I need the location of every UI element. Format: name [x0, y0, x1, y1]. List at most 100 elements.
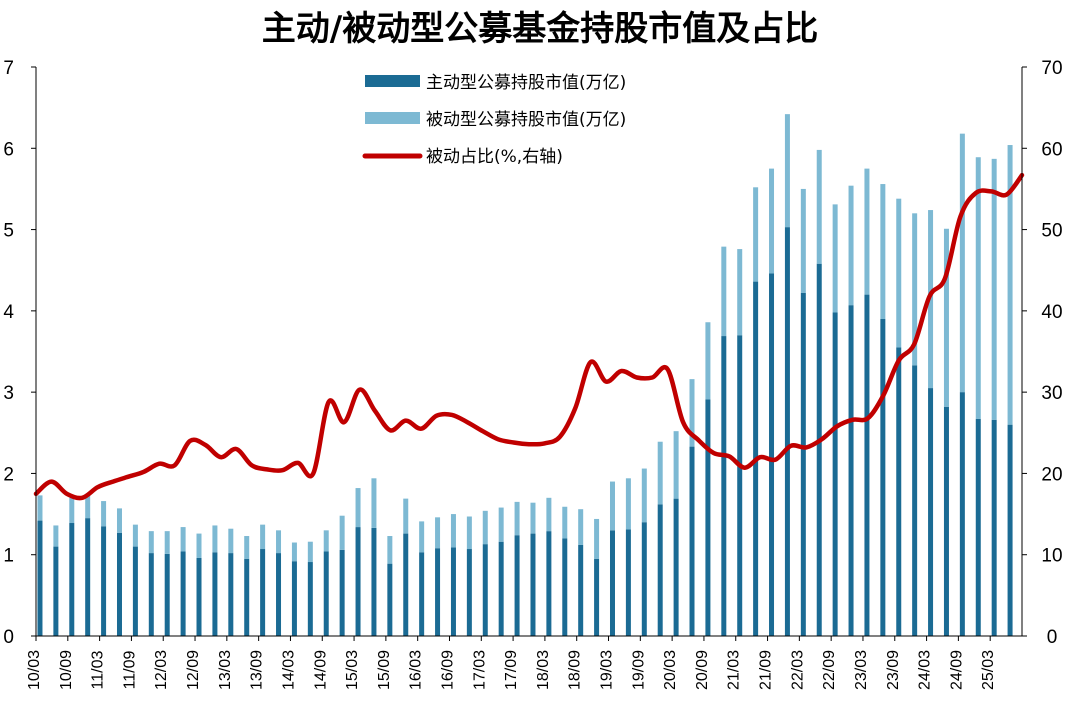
x-tick-label: 15/03 — [344, 650, 361, 690]
x-tick-label: 25/03 — [980, 650, 997, 690]
bar-passive — [291, 542, 297, 562]
bar-active — [880, 318, 886, 636]
ratio-line — [33, 172, 1025, 501]
x-tick-label: 21/09 — [758, 650, 775, 690]
bar-active — [848, 305, 854, 636]
bar-active — [435, 548, 441, 636]
x-tick-label: 11/09 — [121, 650, 138, 689]
bar-active — [307, 562, 313, 636]
bar-passive — [880, 184, 886, 319]
bar-active — [148, 553, 154, 636]
bar-passive — [832, 204, 838, 313]
bar-active — [132, 546, 138, 636]
bar-passive — [419, 521, 425, 553]
left-tick-label: 5 — [3, 221, 14, 242]
bar-active — [323, 551, 329, 636]
bar-active — [419, 552, 425, 636]
x-tick-label: 20/09 — [694, 650, 711, 690]
bar-series-group — [37, 114, 1013, 636]
bar-active — [609, 530, 615, 636]
bar-passive — [387, 536, 393, 564]
bar-passive — [609, 481, 615, 531]
bar-active — [928, 388, 934, 636]
bar-active — [546, 531, 552, 636]
bar-passive — [673, 431, 679, 499]
bar-active — [37, 520, 43, 636]
legend-label-ratio: 被动占比(%,右轴) — [426, 147, 563, 167]
bar-active — [594, 558, 600, 636]
legend-swatch-active — [365, 75, 420, 87]
x-tick-label: 18/03 — [535, 650, 552, 690]
bar-passive — [180, 527, 186, 552]
bar-passive — [132, 524, 138, 547]
bar-active — [530, 533, 536, 636]
bar-active — [769, 273, 775, 636]
bar-passive — [450, 514, 456, 548]
bar-passive — [498, 507, 504, 542]
bar-active — [101, 526, 107, 636]
right-tick-label: 30 — [1041, 383, 1062, 404]
x-axis-ticks: 10/03 10/09 11/03 11/09 12/03 12/09 13/03 13/09… — [26, 636, 997, 690]
bar-passive — [355, 488, 361, 528]
right-axis-ticks: 0 10 20 30 40 50 60 70 — [1022, 58, 1063, 648]
left-axis-ticks: 0 1 2 3 4 5 6 7 — [3, 58, 36, 648]
bar-passive — [975, 157, 981, 419]
bar-passive — [578, 509, 584, 545]
right-tick-label: 50 — [1041, 221, 1062, 242]
x-tick-label: 16/03 — [408, 650, 425, 690]
bar-active — [673, 498, 679, 636]
bar-passive — [53, 525, 59, 547]
bar-active — [276, 553, 282, 636]
bar-passive — [991, 158, 997, 420]
left-tick-label: 1 — [3, 546, 14, 567]
left-tick-label: 2 — [3, 464, 14, 485]
bar-active — [896, 347, 902, 636]
bar-passive — [689, 379, 695, 447]
bar-active — [721, 336, 727, 636]
bar-active — [975, 418, 981, 636]
bar-passive — [753, 187, 759, 282]
bar-passive — [546, 497, 552, 532]
bar-passive — [196, 533, 202, 558]
bar-active — [959, 392, 965, 636]
bar-active — [912, 365, 918, 636]
bar-passive — [164, 531, 170, 554]
bar-active — [784, 227, 790, 636]
bar-active — [737, 335, 743, 636]
bar-active — [514, 535, 520, 636]
bar-active — [244, 558, 250, 636]
x-tick-label: 19/09 — [630, 650, 647, 690]
bar-passive — [562, 506, 568, 539]
x-tick-label: 14/03 — [280, 650, 297, 690]
bar-passive — [260, 524, 266, 550]
right-tick-label: 0 — [1047, 627, 1058, 648]
bar-active — [260, 549, 266, 636]
bar-active — [403, 533, 409, 636]
left-tick-label: 7 — [3, 58, 14, 79]
bar-active — [339, 549, 345, 636]
bar-active — [991, 419, 997, 636]
bar-passive — [244, 536, 250, 559]
bar-active — [689, 446, 695, 636]
x-tick-label: 22/03 — [789, 650, 806, 690]
left-tick-label: 4 — [3, 302, 14, 323]
bar-passive — [85, 493, 91, 519]
bar-active — [562, 538, 568, 636]
bar-passive — [435, 517, 441, 549]
bar-passive — [37, 495, 43, 521]
right-tick-label: 60 — [1041, 139, 1062, 160]
bar-passive — [466, 516, 472, 550]
bar-passive — [625, 478, 631, 530]
bar-active — [943, 406, 949, 636]
x-tick-label: 14/09 — [312, 650, 329, 690]
bar-active — [387, 563, 393, 636]
x-tick-label: 21/03 — [726, 650, 743, 690]
bar-passive — [784, 114, 790, 228]
bar-active — [371, 527, 377, 636]
x-tick-label: 24/09 — [948, 650, 965, 690]
legend-label-active: 主动型公募持股市值(万亿) — [426, 73, 626, 93]
x-tick-label: 12/03 — [153, 650, 170, 690]
bar-active — [212, 552, 218, 636]
bar-passive — [101, 501, 107, 527]
